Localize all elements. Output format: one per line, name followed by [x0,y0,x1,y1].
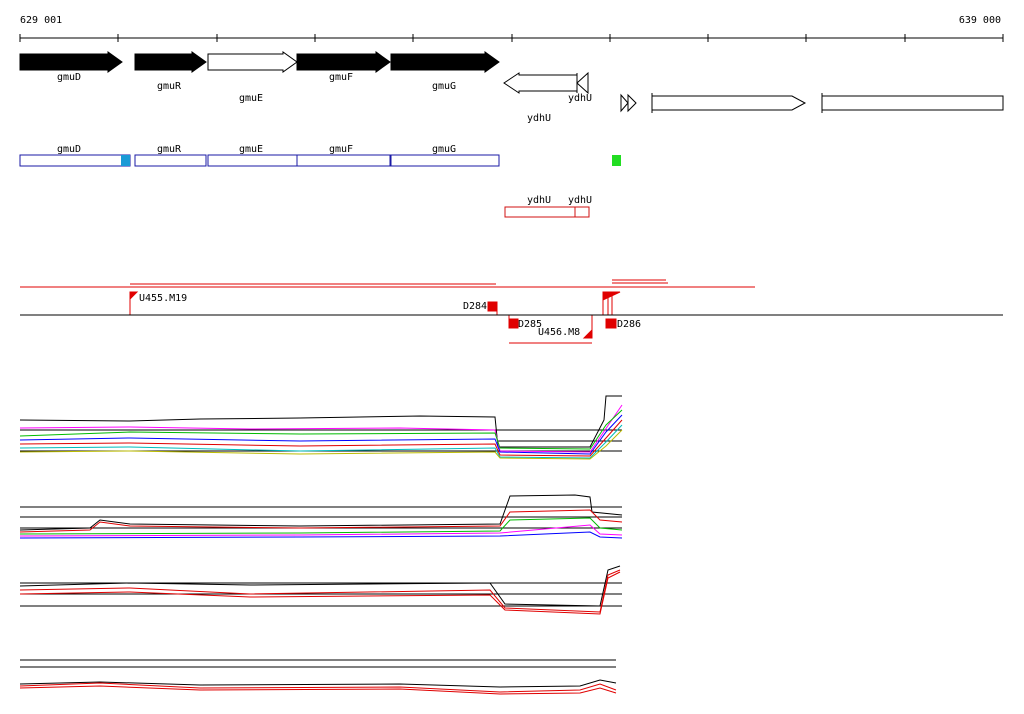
annotation-label: gmuG [432,144,456,155]
trace [19,524,623,537]
trace [19,429,623,460]
gene-label: gmuE [239,93,263,104]
transcripts [20,279,755,344]
trace [19,571,621,615]
trace [19,419,623,457]
annotation-label: gmuD [57,144,81,155]
trace-panel-3 [19,565,622,615]
gene-label: ydhU [568,93,592,104]
ruler [19,34,1004,42]
rna-boxes [504,206,590,218]
transcript-label: D284 [463,301,487,312]
transcript-label: U456.M8 [538,327,580,338]
gene-label: gmuR [157,81,182,92]
trace [19,395,622,448]
trace [19,517,623,535]
transcript-end [487,301,498,312]
gene-arrow [627,93,637,113]
ruler-start: 629 001 [20,15,62,26]
trace-panel-4 [19,659,617,695]
annotation-box [134,154,207,167]
ruler-ticks [19,34,1004,42]
trace [19,531,623,539]
gene-label: gmuF [329,72,353,83]
gene-label: ydhU [527,113,551,124]
transcript-end [605,318,617,329]
trace [19,569,621,613]
gene-arrow [503,72,578,94]
annotation-label: gmuF [329,144,353,155]
trace [19,409,623,450]
annotation-box [207,154,298,167]
gene-arrow [296,51,391,73]
gene-box [821,95,1004,111]
rna-box [574,206,590,218]
transcript-end [508,318,519,329]
gene-arrow [390,51,500,73]
gene-label: gmuD [57,72,81,83]
gene-arrow [207,51,298,73]
annotation-label: gmuE [239,144,263,155]
annotation-box [19,154,131,167]
annotation-label: gmuR [157,144,182,155]
gene-arrow [134,51,207,73]
trace-panel-1 [19,395,623,460]
trace [19,682,617,693]
annotation-boxes [19,154,500,167]
trace [19,424,623,459]
annotation-box [296,154,391,167]
annotation-marker [121,155,130,166]
rna-label: ydhU [568,195,592,206]
annotation-box [390,154,500,167]
annotation-marker [612,155,621,166]
flag [129,291,139,301]
flag [582,328,593,339]
transcript-label: U455.M19 [139,293,187,304]
transcript-label: D285 [518,319,542,330]
transcript-label: D286 [617,319,641,330]
gene-arrow [19,51,123,73]
trace [19,685,617,695]
gene-arrows [19,51,1004,113]
gene-arrow [651,95,807,111]
trace [19,494,623,531]
rna-label: ydhU [527,195,551,206]
gene-arrow [576,71,589,95]
trace [19,414,623,455]
gene-label: gmuG [432,81,456,92]
flag [602,291,621,301]
trace-panel-2 [19,494,623,539]
ruler-end: 639 000 [959,15,1001,26]
trace [19,679,617,688]
trace [19,565,621,607]
rna-box [504,206,576,218]
gene-arrow [620,93,629,113]
trace [19,509,623,533]
trace [19,404,623,453]
